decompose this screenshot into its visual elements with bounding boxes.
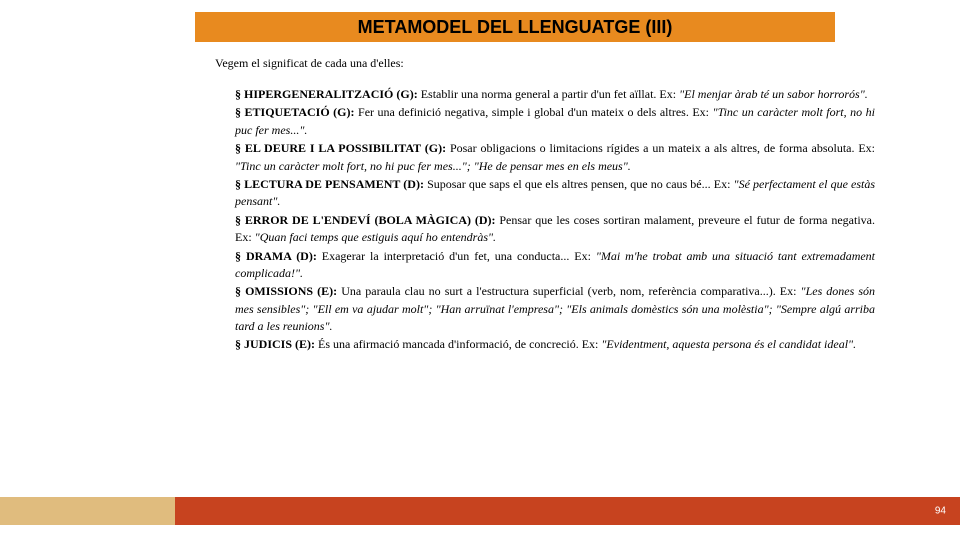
footer-left-block bbox=[0, 497, 175, 525]
slide-title: METAMODEL DEL LLENGUATGE (III) bbox=[358, 17, 673, 38]
content-body: § HIPERGENERALITZACIÓ (G): Establir una … bbox=[235, 86, 875, 355]
footer-bar: 94 bbox=[0, 497, 960, 525]
page-number: 94 bbox=[935, 506, 946, 517]
title-bar: METAMODEL DEL LLENGUATGE (III) bbox=[195, 12, 835, 42]
item-6: § OMISSIONS (E): Una paraula clau no sur… bbox=[235, 283, 875, 335]
item-5: § DRAMA (D): Exagerar la interpretació d… bbox=[235, 248, 875, 283]
item-3: § LECTURA DE PENSAMENT (D): Suposar que … bbox=[235, 176, 875, 211]
item-7: § JUDICIS (E): És una afirmació mancada … bbox=[235, 336, 875, 353]
item-1: § ETIQUETACIÓ (G): Fer una definició neg… bbox=[235, 104, 875, 139]
item-2: § EL DEURE I LA POSSIBILITAT (G): Posar … bbox=[235, 140, 875, 175]
item-0: § HIPERGENERALITZACIÓ (G): Establir una … bbox=[235, 86, 875, 103]
intro-text: Vegem el significat de cada una d'elles: bbox=[215, 56, 404, 71]
footer-right-block: 94 bbox=[175, 497, 960, 525]
item-4: § ERROR DE L'ENDEVÍ (BOLA MÀGICA) (D): P… bbox=[235, 212, 875, 247]
